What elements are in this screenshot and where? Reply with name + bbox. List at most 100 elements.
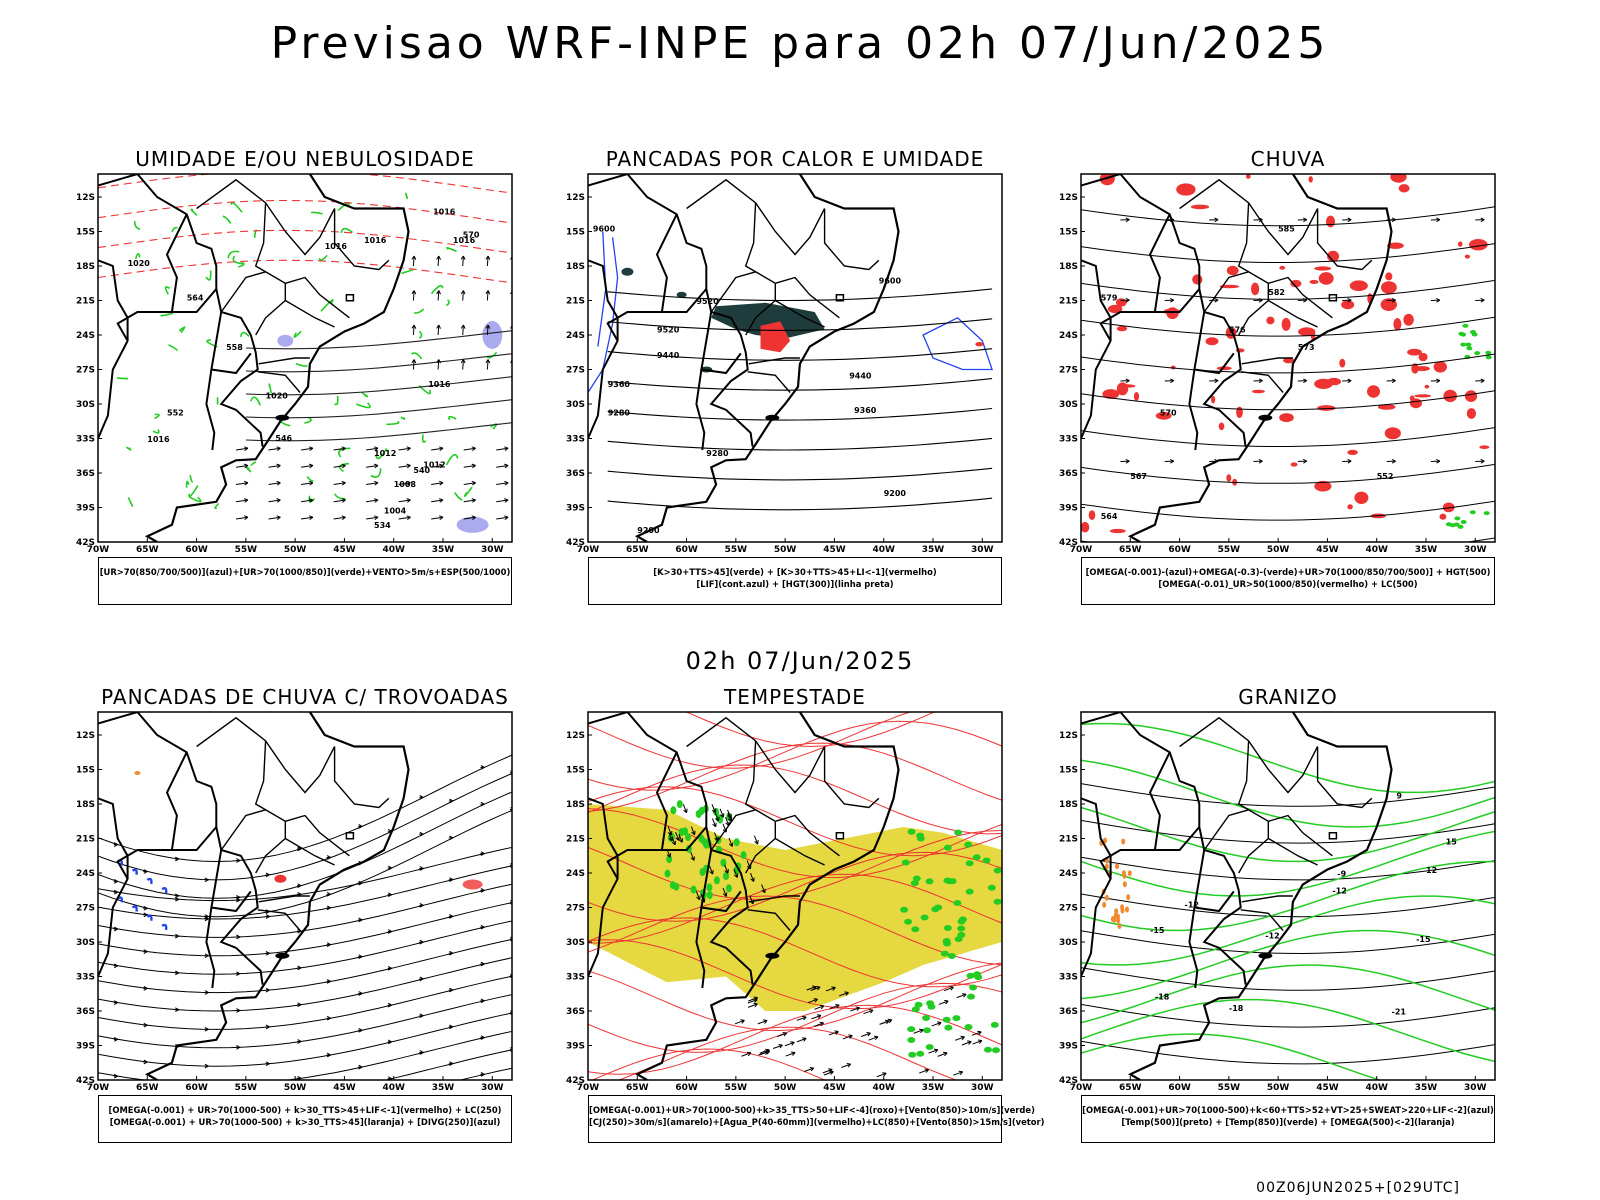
country-border (606, 311, 662, 342)
wind-vector (486, 324, 489, 336)
country-border (655, 213, 708, 313)
wind-arrowhead (419, 866, 424, 871)
wind-arrowhead (243, 463, 249, 469)
map-pancadas-calor[interactable]: 9600 9600 9520 9520 9440 9440 9360 9360 9280 9280… (565, 169, 1025, 599)
wind-vector (431, 482, 444, 485)
lon-label: 30W (481, 1083, 504, 1093)
contour-label: 576 (1229, 326, 1246, 335)
strong-wind-area (964, 841, 973, 848)
strong-wind-area (678, 828, 685, 836)
omega-area (1485, 355, 1492, 360)
wind-arrowhead (471, 498, 476, 503)
lon-label: 60W (1168, 545, 1191, 555)
rain-area (1226, 474, 1232, 482)
wind-arrowhead (1302, 297, 1308, 303)
strong-wind-area (916, 1050, 925, 1057)
strong-wind-area (907, 828, 916, 835)
wind-vector (814, 1022, 824, 1027)
wind-arrowhead (419, 831, 424, 837)
rain-area (1155, 411, 1172, 420)
map-chuva[interactable]: 585 582 579 576 573 570 567 564 552 12S 15S 18S 21S 2… (1058, 169, 1518, 599)
wind-arrowhead (1391, 217, 1396, 223)
strong-wind-area (904, 918, 913, 925)
omega-area (1483, 511, 1490, 516)
wind-arrowhead (143, 1022, 148, 1028)
lon-label: 40W (1365, 1083, 1388, 1093)
panel-title: UMIDADE E/OU NEBULOSIDADE (135, 147, 475, 171)
wind-arrowhead (480, 1035, 485, 1040)
wind-vector (712, 818, 717, 827)
wind-vector (748, 997, 758, 1002)
wind-arrowhead (1169, 378, 1175, 384)
map-umidade[interactable]: 1016101610161020101657056455855254654053… (75, 169, 535, 599)
humidity-contour (133, 221, 141, 231)
contour-label: -12 (1332, 887, 1346, 896)
contour-label: 9600 (879, 276, 902, 285)
strong-wind-area (940, 950, 949, 957)
wind-vector (972, 1040, 983, 1045)
wind-arrowhead (727, 814, 732, 819)
omega-area-orange (1104, 894, 1109, 901)
wind-arrowhead (1214, 217, 1219, 223)
strong-wind-area (912, 875, 921, 882)
wind-arrowhead (504, 498, 509, 503)
streamline-850 (588, 720, 1002, 791)
humidity-contour (370, 468, 382, 478)
wind-arrowhead (746, 1051, 752, 1057)
rain-area (1347, 504, 1353, 510)
contour-line (245, 376, 512, 396)
strong-wind-area (907, 1026, 916, 1033)
state-border (1268, 276, 1333, 319)
strong-wind-area (907, 1037, 916, 1043)
state-border (775, 276, 840, 319)
humidity-contour (188, 485, 199, 498)
wind-arrowhead (374, 446, 379, 451)
wind-arrowhead (113, 879, 118, 884)
map-granizo[interactable]: -9 -12 -12 -12 -15 -15 -18 -18 -21 15 12 9 12S 15S 18S… (1058, 707, 1518, 1137)
lon-label: 65W (626, 545, 649, 555)
humidity-contour (445, 299, 450, 307)
wind-arrowhead (308, 498, 314, 503)
geopotential-height-contour (607, 348, 993, 361)
state-border (775, 814, 840, 857)
lat-label: 27S (566, 904, 585, 914)
wind-arrowhead (834, 1030, 839, 1035)
rain-area (1443, 389, 1457, 403)
wind-arrowhead (175, 933, 180, 939)
rain-area (1266, 316, 1275, 325)
strong-wind-area (957, 931, 966, 938)
lat-label: 12S (1059, 193, 1078, 203)
legend-umidade: [UR>70(850/700/500)](azul)+[UR>70(1000/8… (98, 557, 512, 605)
state-border (285, 814, 350, 857)
lat-label: 33S (76, 435, 95, 445)
wind-vector (860, 1032, 871, 1037)
state-border (1203, 809, 1249, 851)
geopotential-height-contour (1081, 500, 1495, 521)
geopotential-height-contour (607, 467, 993, 481)
legend-line: [OMEGA(-0.001) + UR>70(1000-500) + k>30_… (108, 1105, 502, 1115)
rain-area (1464, 390, 1478, 402)
wind-vector (728, 837, 733, 847)
lat-label: 42S (566, 538, 585, 548)
wind-vector (398, 516, 411, 520)
wind-vector (412, 290, 415, 301)
wind-arrowhead (297, 965, 302, 971)
humidity-contour (154, 413, 160, 420)
contour-label: 1020 (128, 259, 151, 268)
humidity-contour (454, 492, 463, 501)
wind-arrowhead (113, 1073, 118, 1079)
contour-label: 9280 (608, 409, 631, 418)
wind-vector (806, 986, 817, 991)
rain-area (1190, 204, 1210, 210)
wind-arrowhead (406, 463, 411, 469)
wind-vector (398, 447, 411, 451)
lat-label: 30S (566, 938, 585, 948)
wind-arrowhead (1347, 458, 1352, 464)
state-border (333, 746, 390, 809)
state-border (284, 837, 335, 866)
country-border (588, 174, 754, 447)
temperature-850-contour (1081, 806, 1495, 863)
lat-label: 36S (1059, 1007, 1078, 1017)
